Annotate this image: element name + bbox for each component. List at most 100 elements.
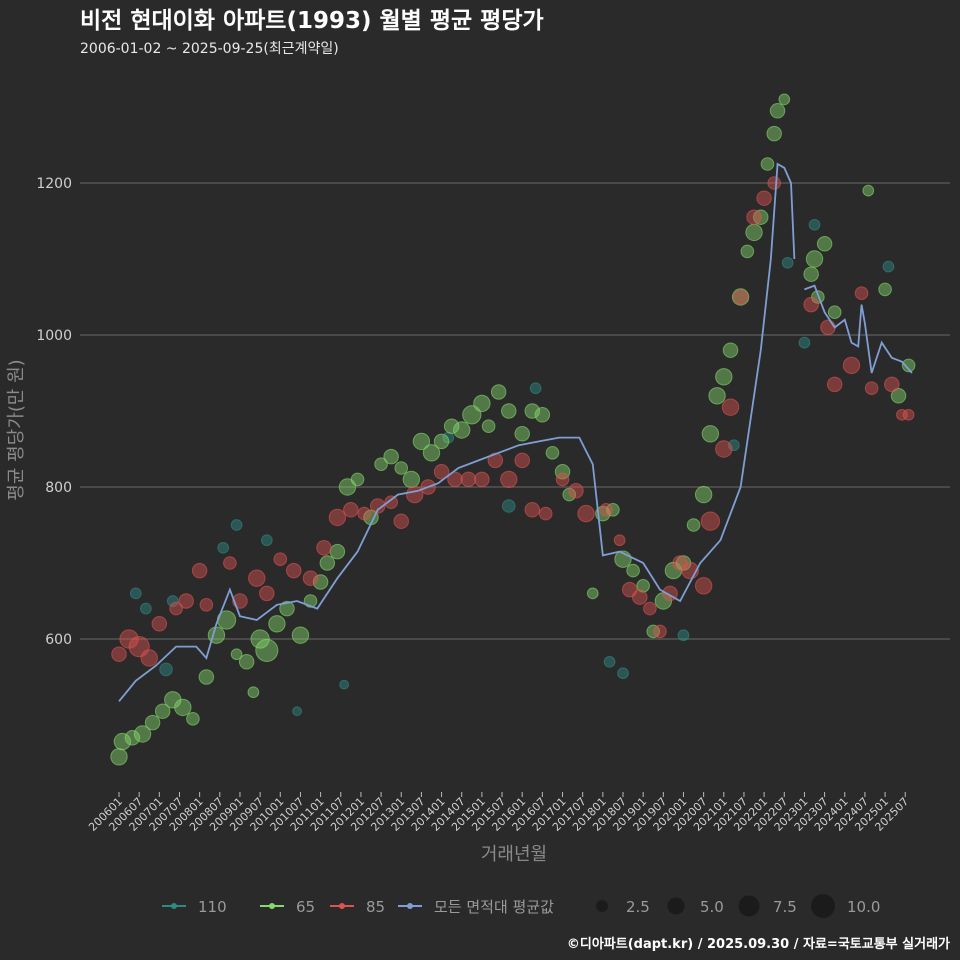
point-85 xyxy=(433,464,450,480)
point-65 xyxy=(462,405,482,425)
point-110 xyxy=(140,602,152,615)
point-65 xyxy=(803,266,819,282)
point-65 xyxy=(769,103,786,119)
point-110 xyxy=(166,595,179,607)
point-65 xyxy=(827,305,842,320)
point-65 xyxy=(626,563,640,578)
point-65 xyxy=(554,464,571,480)
point-110 xyxy=(159,662,173,677)
point-85 xyxy=(273,552,288,567)
point-85 xyxy=(328,508,347,527)
chart-title: 비전 현대이화 아파트(1993) 월별 평균 평당가 xyxy=(80,8,544,34)
point-85 xyxy=(199,598,214,612)
legend-point-swatch xyxy=(339,903,345,909)
point-85 xyxy=(902,408,915,421)
point-65 xyxy=(753,209,769,225)
chart-subtitle: 2006-01-02 ~ 2025-09-25(최근계약일) xyxy=(80,41,339,57)
legend-size-swatch xyxy=(738,895,760,917)
legend-size-label: 10.0 xyxy=(847,898,880,916)
point-85 xyxy=(316,540,332,556)
point-65 xyxy=(238,654,255,670)
point-85 xyxy=(632,589,648,605)
point-65 xyxy=(501,403,517,419)
point-65 xyxy=(338,478,357,496)
point-85 xyxy=(555,472,570,487)
point-65 xyxy=(329,543,346,560)
point-85 xyxy=(854,286,869,301)
point-65 xyxy=(133,725,152,743)
point-110 xyxy=(292,706,302,717)
point-65 xyxy=(675,555,692,571)
point-65 xyxy=(760,157,775,171)
point-65 xyxy=(250,629,270,649)
point-85 xyxy=(524,502,541,518)
point-65 xyxy=(481,419,496,434)
y-axis: 600 800 1000 1200 xyxy=(36,176,72,648)
point-85 xyxy=(302,570,319,586)
point-65 xyxy=(534,407,551,423)
legend-point-swatch xyxy=(407,903,413,909)
point-65 xyxy=(878,282,892,297)
point-65 xyxy=(731,288,750,306)
point-65 xyxy=(374,457,388,472)
point-110 xyxy=(339,679,350,690)
point-65 xyxy=(312,574,329,590)
point-85 xyxy=(405,485,424,504)
legend: 110 65 85 모든 면적대 평균값 2.5 5.0 7.5 10.0 xyxy=(162,894,880,918)
point-65 xyxy=(708,387,726,405)
point-65 xyxy=(186,712,200,726)
point-65 xyxy=(113,732,132,751)
legend-size-label: 7.5 xyxy=(773,898,797,916)
point-65 xyxy=(694,485,713,504)
point-85 xyxy=(864,381,879,396)
legend-size-swatch xyxy=(667,897,685,915)
point-65 xyxy=(154,703,171,719)
point-65 xyxy=(715,368,733,386)
point-65 xyxy=(402,470,421,489)
point-85 xyxy=(259,585,275,602)
point-65 xyxy=(686,518,701,532)
point-85 xyxy=(474,471,490,488)
point-85 xyxy=(884,376,900,393)
point-85 xyxy=(613,534,626,547)
point-65 xyxy=(247,686,260,699)
point-110 xyxy=(230,519,243,531)
point-65 xyxy=(778,93,791,106)
point-65 xyxy=(636,579,650,593)
point-65 xyxy=(453,421,471,439)
point-85 xyxy=(842,356,861,375)
caption: ©디아파트(dapt.kr) / 2025.09.30 / 자료=국토교통부 실… xyxy=(567,936,950,952)
point-65 xyxy=(901,358,916,373)
point-65 xyxy=(433,433,450,450)
point-85 xyxy=(538,506,553,521)
point-110 xyxy=(603,655,616,668)
point-110 xyxy=(129,587,142,600)
point-65 xyxy=(230,648,243,661)
legend-label: 모든 면적대 평균값 xyxy=(434,898,554,916)
point-85 xyxy=(514,452,530,469)
point-85 xyxy=(568,483,584,499)
point-85 xyxy=(151,616,168,632)
legend-label: 65 xyxy=(296,898,315,916)
point-110 xyxy=(808,218,821,231)
point-85 xyxy=(248,569,266,587)
point-85 xyxy=(700,511,721,531)
average-line-segment xyxy=(804,284,913,374)
point-85 xyxy=(393,513,409,529)
point-65 xyxy=(805,250,824,268)
point-85 xyxy=(820,319,836,336)
point-65 xyxy=(124,730,141,746)
point-85 xyxy=(756,190,772,206)
point-110 xyxy=(677,629,690,642)
point-65 xyxy=(198,669,215,685)
point-65 xyxy=(144,714,161,731)
point-85 xyxy=(223,556,237,570)
point-65 xyxy=(586,587,599,600)
y-axis-label: 평균 평당가(만 원) xyxy=(6,359,27,500)
point-110 xyxy=(260,534,273,547)
point-65 xyxy=(412,432,431,451)
point-110 xyxy=(798,336,811,349)
point-85 xyxy=(460,471,477,488)
point-110 xyxy=(217,541,230,554)
